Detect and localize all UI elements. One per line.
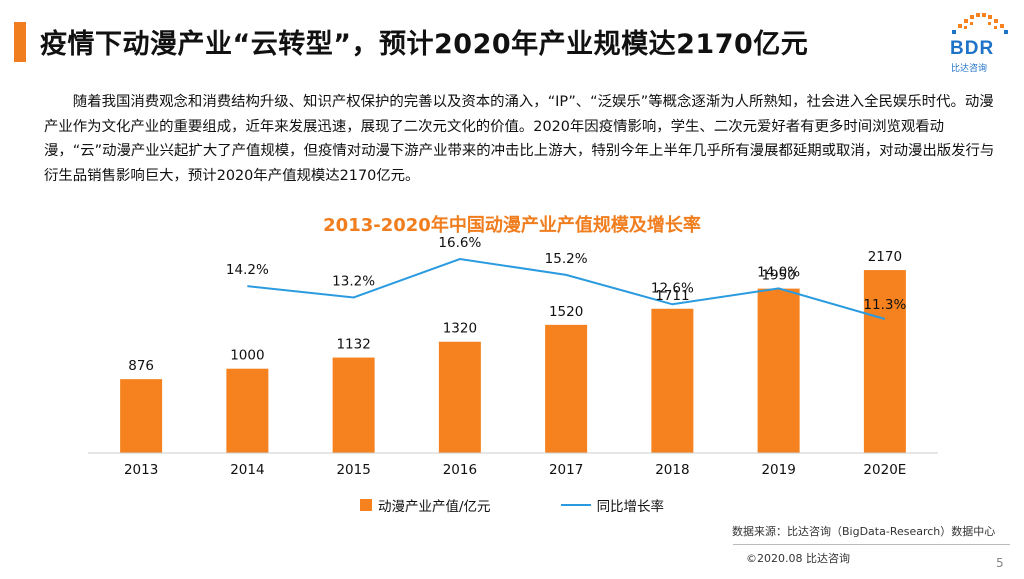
x-tick-label: 2020E [863, 462, 906, 478]
x-tick-label: 2018 [655, 462, 689, 478]
x-tick-label: 2014 [230, 462, 264, 478]
legend-bar-swatch [360, 499, 372, 511]
page-title: 疫情下动漫产业“云转型”，预计2020年产业规模达2170亿元 [40, 29, 809, 60]
bar-value-label: 2170 [868, 249, 902, 265]
data-source: 数据来源：比达咨询（BigData-Research）数据中心 [732, 525, 996, 538]
logo-text: BDR [950, 38, 995, 59]
bar-2018 [651, 308, 694, 453]
logo-subtitle: 比达咨询 [951, 64, 988, 74]
growth-rate-label: 16.6% [438, 235, 481, 251]
bar-value-label: 1520 [549, 304, 583, 320]
legend-item-line: 同比增长率 [560, 495, 665, 515]
bar-value-label: 1950 [761, 268, 795, 284]
bar-value-label: 1000 [230, 348, 264, 364]
bar-value-label: 1711 [655, 288, 689, 304]
x-tick-label: 2016 [443, 462, 477, 478]
x-tick-label: 2019 [761, 462, 795, 478]
bar-2016 [438, 341, 481, 453]
x-tick-label: 2015 [336, 462, 370, 478]
bar-2013 [120, 379, 163, 453]
bar-2019 [757, 288, 800, 453]
logo-dots-icon [952, 13, 1008, 34]
chart-legend: 动漫产业产值/亿元 同比增长率 [360, 495, 734, 515]
title-accent-bar [14, 22, 26, 62]
growth-rate-label: 14.0% [757, 264, 800, 280]
growth-rate-label: 11.3% [863, 297, 906, 313]
bar-2017 [545, 324, 588, 453]
growth-rate-label: 13.2% [332, 273, 375, 289]
x-tick-label: 2017 [549, 462, 583, 478]
bar-2015 [332, 357, 375, 453]
bar-2020E [863, 270, 906, 453]
legend-line-label: 同比增长率 [596, 499, 665, 515]
bar-value-label: 1132 [336, 337, 370, 353]
copyright: ©2020.08 比达咨询 [746, 552, 850, 565]
footer-divider [733, 544, 1010, 545]
bar-value-label: 876 [128, 358, 154, 374]
growth-rate-label: 14.2% [226, 262, 269, 278]
x-tick-label: 2013 [124, 462, 158, 478]
page-number: 5 [996, 556, 1004, 570]
bar-2014 [226, 368, 269, 453]
legend-bar-label: 动漫产业产值/亿元 [378, 499, 491, 515]
bdr-logo: BDR 比达咨询 [942, 10, 1012, 74]
growth-rate-label: 12.6% [651, 280, 694, 296]
intro-paragraph: 随着我国消费观念和消费结构升级、知识产权保护的完善以及资本的涌入，“IP”、“泛… [44, 94, 995, 184]
legend-item-bar: 动漫产业产值/亿元 [360, 495, 491, 515]
bar-value-label: 1320 [443, 321, 477, 337]
chart-title: 2013-2020年中国动漫产业产值规模及增长率 [323, 215, 701, 236]
legend-line-swatch [560, 504, 591, 506]
growth-rate-label: 15.2% [545, 251, 588, 267]
growth-rate-line [247, 257, 886, 320]
